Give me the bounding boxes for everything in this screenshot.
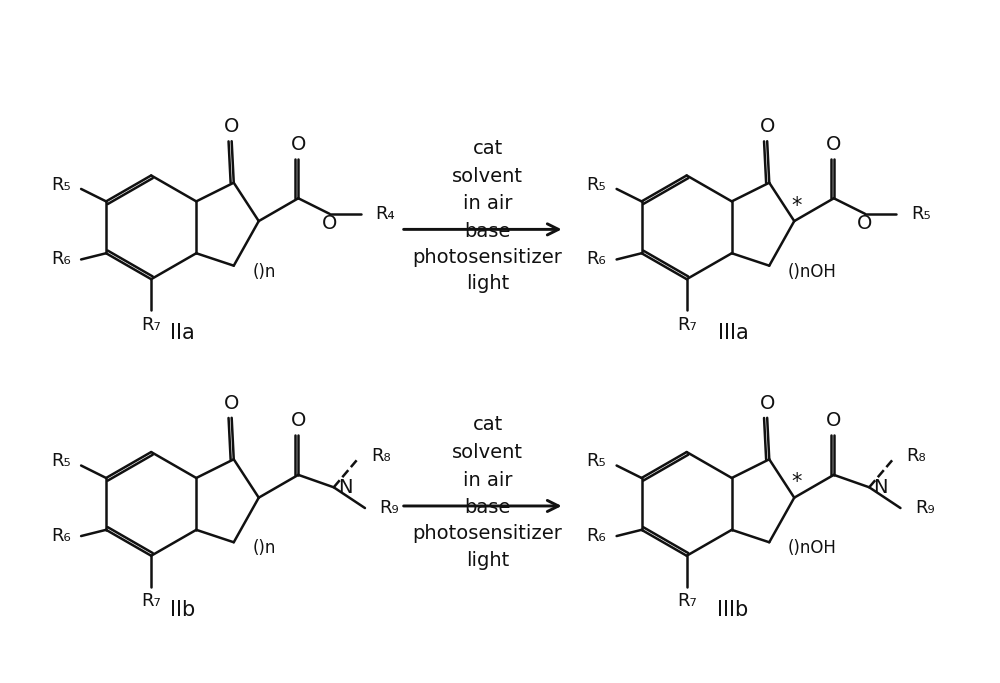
Text: O: O bbox=[857, 214, 873, 233]
Text: R₇: R₇ bbox=[141, 316, 161, 334]
Text: R₇: R₇ bbox=[141, 592, 161, 611]
Text: solvent: solvent bbox=[452, 443, 523, 462]
Text: R₅: R₅ bbox=[51, 176, 71, 194]
Text: R₄: R₄ bbox=[375, 205, 395, 223]
Text: ()nOH: ()nOH bbox=[788, 263, 837, 281]
Text: R₈: R₈ bbox=[371, 447, 391, 465]
Text: solvent: solvent bbox=[452, 167, 523, 186]
Text: base: base bbox=[464, 499, 511, 518]
Text: R₅: R₅ bbox=[911, 205, 930, 223]
Text: base: base bbox=[464, 222, 511, 241]
Text: N: N bbox=[873, 478, 888, 497]
Text: O: O bbox=[826, 411, 841, 430]
Text: O: O bbox=[224, 117, 239, 136]
Text: R₉: R₉ bbox=[915, 499, 935, 517]
Text: R₅: R₅ bbox=[587, 176, 606, 194]
Text: light: light bbox=[466, 550, 509, 570]
Text: IIb: IIb bbox=[170, 600, 195, 619]
Text: R₉: R₉ bbox=[380, 499, 399, 517]
Text: O: O bbox=[322, 214, 337, 233]
Text: O: O bbox=[759, 117, 775, 136]
Text: O: O bbox=[759, 394, 775, 413]
Text: R₇: R₇ bbox=[677, 592, 697, 611]
Text: light: light bbox=[466, 274, 509, 293]
Text: IIa: IIa bbox=[170, 323, 195, 343]
Text: R₆: R₆ bbox=[586, 251, 606, 268]
Text: N: N bbox=[338, 478, 352, 497]
Text: in air: in air bbox=[463, 471, 512, 490]
Text: R₆: R₆ bbox=[51, 527, 71, 545]
Text: R₈: R₈ bbox=[907, 447, 926, 465]
Text: R₅: R₅ bbox=[51, 452, 71, 471]
Text: photosensitizer: photosensitizer bbox=[413, 524, 563, 543]
Text: R₅: R₅ bbox=[587, 452, 606, 471]
Text: ()n: ()n bbox=[252, 263, 276, 281]
Text: in air: in air bbox=[463, 194, 512, 213]
Text: O: O bbox=[224, 394, 239, 413]
Text: O: O bbox=[291, 411, 306, 430]
Text: O: O bbox=[826, 135, 841, 154]
Text: *: * bbox=[791, 472, 802, 492]
Text: R₆: R₆ bbox=[51, 251, 71, 268]
Text: IIIb: IIIb bbox=[717, 600, 749, 619]
Text: R₆: R₆ bbox=[586, 527, 606, 545]
Text: ()n: ()n bbox=[252, 540, 276, 557]
Text: *: * bbox=[791, 195, 802, 216]
Text: ()nOH: ()nOH bbox=[788, 540, 837, 557]
Text: IIIa: IIIa bbox=[718, 323, 748, 343]
Text: O: O bbox=[291, 135, 306, 154]
Text: cat: cat bbox=[472, 139, 503, 158]
Text: R₇: R₇ bbox=[677, 316, 697, 334]
Text: cat: cat bbox=[472, 415, 503, 434]
Text: photosensitizer: photosensitizer bbox=[413, 247, 563, 266]
